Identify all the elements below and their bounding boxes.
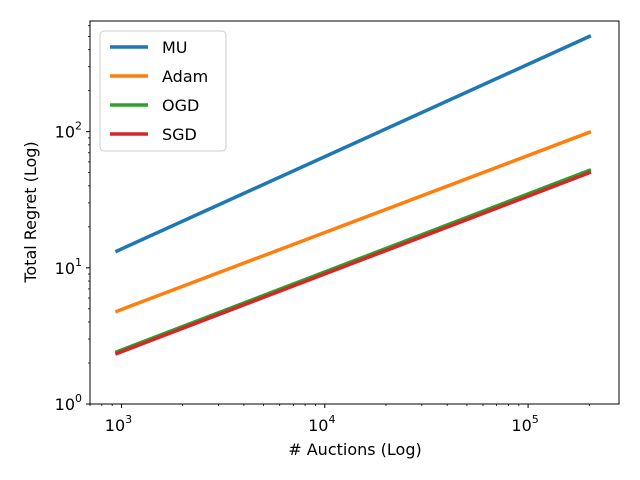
x-tick-base: 10: [105, 416, 125, 435]
x-tick-base: 10: [511, 416, 531, 435]
x-tick-label: 104: [308, 413, 335, 435]
y-tick-exponent: 0: [75, 392, 82, 405]
legend-label-sgd: SGD: [162, 125, 197, 144]
y-tick-label: 102: [55, 120, 82, 142]
y-tick-label: 101: [55, 256, 82, 278]
x-axis-label: # Auctions (Log): [288, 440, 422, 459]
axes-frame: [89, 20, 620, 405]
series-line-mu: [114, 34, 592, 254]
legend-label-adam: Adam: [162, 67, 208, 86]
y-tick-base: 10: [55, 123, 75, 142]
y-tick-base: 10: [55, 395, 75, 414]
series-line-ogd: [114, 168, 592, 354]
x-tick-exponent: 5: [532, 413, 539, 426]
series-layer: [114, 34, 592, 356]
y-tick-base: 10: [55, 259, 75, 278]
x-tick-exponent: 4: [328, 413, 335, 426]
y-tick-label: 100: [55, 392, 82, 414]
x-tick-label: 103: [105, 413, 132, 435]
series-line-sgd: [114, 170, 592, 356]
x-axis: 103 104 105: [89, 404, 590, 435]
x-tick-exponent: 3: [125, 413, 132, 426]
legend-box: [99, 30, 227, 152]
y-tick-exponent: 1: [75, 256, 82, 269]
x-tick-label: 105: [511, 413, 538, 435]
series-line-adam: [114, 130, 592, 314]
legend-label-ogd: OGD: [162, 96, 199, 115]
y-axis-label: Total Regret (Log): [21, 141, 40, 283]
x-tick-base: 10: [308, 416, 328, 435]
y-tick-exponent: 2: [75, 120, 82, 133]
legend: MU Adam OGD SGD: [99, 30, 227, 152]
legend-label-mu: MU: [162, 38, 188, 57]
